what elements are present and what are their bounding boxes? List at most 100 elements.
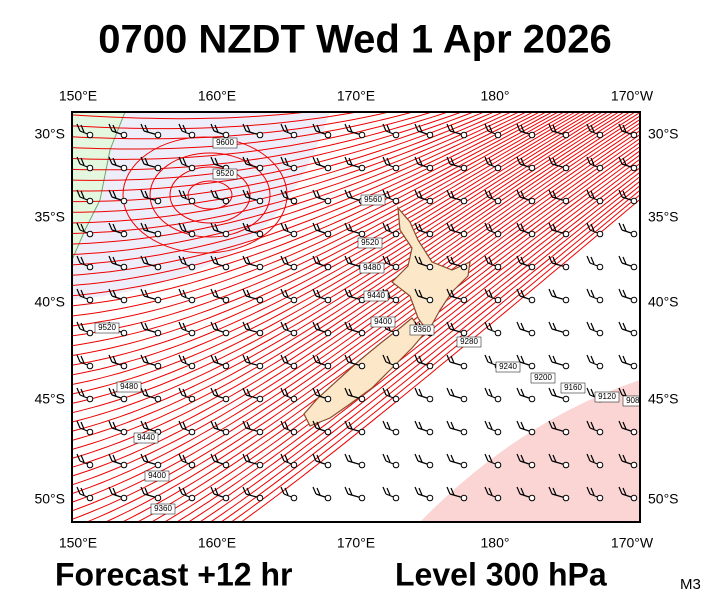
- label-box: [144, 470, 170, 482]
- station: [222, 395, 230, 403]
- lat-label-left: 40°S: [34, 294, 65, 310]
- label-box: [94, 322, 120, 334]
- label-box: [212, 137, 238, 149]
- station: [86, 395, 94, 403]
- station: [460, 296, 468, 304]
- station: [426, 263, 434, 271]
- station: [290, 362, 298, 370]
- station: [154, 494, 162, 502]
- station: [630, 461, 638, 469]
- lat-label-left: 50°S: [34, 491, 65, 507]
- station: [426, 131, 434, 139]
- station: [120, 296, 128, 304]
- station: [222, 461, 230, 469]
- forecast-label: Forecast +12 hr: [55, 556, 292, 592]
- station: [528, 263, 536, 271]
- station: [528, 197, 536, 205]
- station: [256, 164, 264, 172]
- station: [494, 428, 502, 436]
- station: [120, 197, 128, 205]
- station: [528, 395, 536, 403]
- station: [460, 494, 468, 502]
- label-box: [357, 237, 383, 249]
- lat-label-right: 45°S: [648, 391, 679, 407]
- station: [460, 395, 468, 403]
- contour-line: [72, 130, 640, 495]
- station: [222, 230, 230, 238]
- contour-label: 9600: [216, 138, 234, 147]
- station: [324, 461, 332, 469]
- station: [188, 428, 196, 436]
- station: [528, 131, 536, 139]
- station: [494, 197, 502, 205]
- station: [392, 230, 400, 238]
- station: [392, 329, 400, 337]
- station: [630, 131, 638, 139]
- contour-label: 9080: [626, 396, 644, 405]
- contour-line: [72, 112, 577, 337]
- station: [494, 461, 502, 469]
- contour-line: [72, 112, 513, 235]
- station: [222, 329, 230, 337]
- label-box: [150, 503, 176, 515]
- contour-line: [72, 112, 593, 366]
- station: [630, 296, 638, 304]
- level-label: Level 300 hPa: [395, 556, 607, 592]
- station: [290, 461, 298, 469]
- station: [256, 230, 264, 238]
- axis-labels: 150°E 150°E 160°E 160°E 170°E 170°E 180° 180° 17…: [34, 88, 678, 551]
- station: [562, 263, 570, 271]
- station: [630, 164, 638, 172]
- station: [154, 131, 162, 139]
- contour-label: 9400: [148, 471, 166, 480]
- station: [528, 164, 536, 172]
- station: [290, 428, 298, 436]
- station: [494, 131, 502, 139]
- station: [324, 230, 332, 238]
- station: [290, 329, 298, 337]
- contour-label: 9280: [460, 337, 478, 346]
- station: [222, 428, 230, 436]
- contour-line: [85, 145, 640, 522]
- lon-label-top: 160°E: [198, 88, 236, 104]
- station: [324, 362, 332, 370]
- station: [86, 230, 94, 238]
- lon-label-top: 170°W: [611, 88, 654, 104]
- station: [494, 494, 502, 502]
- station: [426, 362, 434, 370]
- station: [630, 428, 638, 436]
- station: [154, 329, 162, 337]
- station: [358, 164, 366, 172]
- map-area: 9600 9520 9560 9520 9480 9440 9400 9360 9280 9240…: [72, 112, 644, 522]
- station: [324, 197, 332, 205]
- contour-line: [72, 112, 496, 213]
- station: [460, 230, 468, 238]
- station: [460, 362, 468, 370]
- station: [562, 230, 570, 238]
- station: [188, 131, 196, 139]
- station: [358, 131, 366, 139]
- station: [528, 296, 536, 304]
- station: [86, 362, 94, 370]
- station: [528, 329, 536, 337]
- station: [562, 428, 570, 436]
- contour-line: [72, 112, 415, 150]
- label-box: [530, 372, 556, 384]
- contour-line: [72, 112, 637, 441]
- lon-label-top: 180°: [481, 88, 510, 104]
- contour-line: [72, 112, 528, 256]
- station: [596, 329, 604, 337]
- lat-label-right: 40°S: [648, 294, 679, 310]
- station: [358, 362, 366, 370]
- station: [596, 263, 604, 271]
- station: [86, 461, 94, 469]
- station: [290, 263, 298, 271]
- contour-label: 9360: [413, 325, 431, 334]
- contour-line: [72, 112, 535, 266]
- station: [460, 197, 468, 205]
- label-box: [116, 381, 142, 393]
- contour-line: [72, 122, 640, 477]
- contour-label: 9120: [598, 392, 616, 401]
- station: [256, 131, 264, 139]
